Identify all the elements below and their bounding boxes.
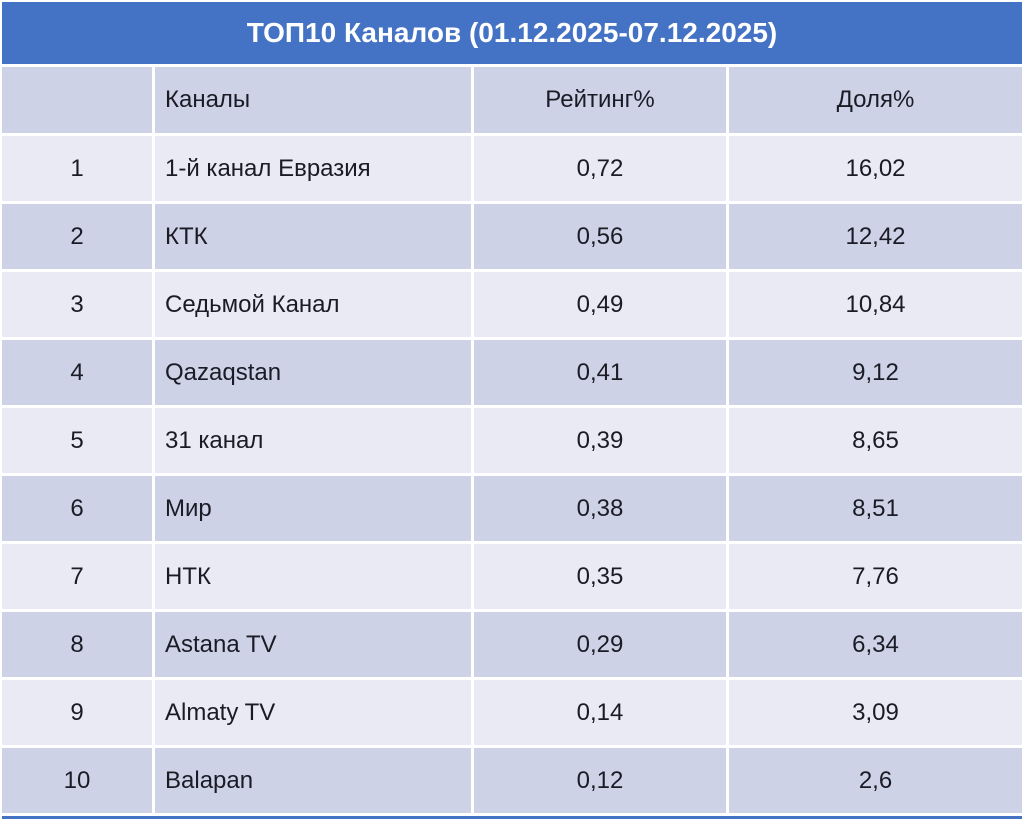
channel-cell: Седьмой Канал [155, 272, 471, 337]
rating-cell: 0,14 [474, 680, 726, 745]
channel-cell: 31 канал [155, 408, 471, 473]
share-cell: 8,51 [729, 476, 1022, 541]
rank-cell: 9 [2, 680, 152, 745]
share-cell: 9,12 [729, 340, 1022, 405]
rank-cell: 5 [2, 408, 152, 473]
table-title: ТОП10 Каналов (01.12.2025-07.12.2025) [2, 2, 1022, 64]
rating-cell: 0,12 [474, 748, 726, 813]
header-cell-channel: Каналы [155, 67, 471, 133]
rating-cell: 0,41 [474, 340, 726, 405]
channel-cell: Qazaqstan [155, 340, 471, 405]
header-cell-rating: Рейтинг% [474, 67, 726, 133]
header-cell-share: Доля% [729, 67, 1022, 133]
rating-cell: 0,35 [474, 544, 726, 609]
channel-cell: Astana TV [155, 612, 471, 677]
rank-cell: 7 [2, 544, 152, 609]
rating-cell: 0,39 [474, 408, 726, 473]
share-cell: 7,76 [729, 544, 1022, 609]
rank-cell: 2 [2, 204, 152, 269]
share-cell: 12,42 [729, 204, 1022, 269]
rank-cell: 10 [2, 748, 152, 813]
channel-cell: КТК [155, 204, 471, 269]
rating-cell: 0,29 [474, 612, 726, 677]
share-cell: 2,6 [729, 748, 1022, 813]
channel-cell: НТК [155, 544, 471, 609]
channel-cell: Almaty TV [155, 680, 471, 745]
share-cell: 8,65 [729, 408, 1022, 473]
channel-cell: 1-й канал Евразия [155, 136, 471, 201]
rank-cell: 3 [2, 272, 152, 337]
rank-cell: 4 [2, 340, 152, 405]
share-cell: 16,02 [729, 136, 1022, 201]
share-cell: 3,09 [729, 680, 1022, 745]
channel-cell: Balapan [155, 748, 471, 813]
header-cell-rank [2, 67, 152, 133]
share-cell: 6,34 [729, 612, 1022, 677]
rating-cell: 0,72 [474, 136, 726, 201]
rank-cell: 1 [2, 136, 152, 201]
rating-cell: 0,38 [474, 476, 726, 541]
rating-cell: 0,56 [474, 204, 726, 269]
rank-cell: 6 [2, 476, 152, 541]
rating-cell: 0,49 [474, 272, 726, 337]
rank-cell: 8 [2, 612, 152, 677]
table-footer-bar [2, 816, 1022, 819]
channel-cell: Мир [155, 476, 471, 541]
share-cell: 10,84 [729, 272, 1022, 337]
